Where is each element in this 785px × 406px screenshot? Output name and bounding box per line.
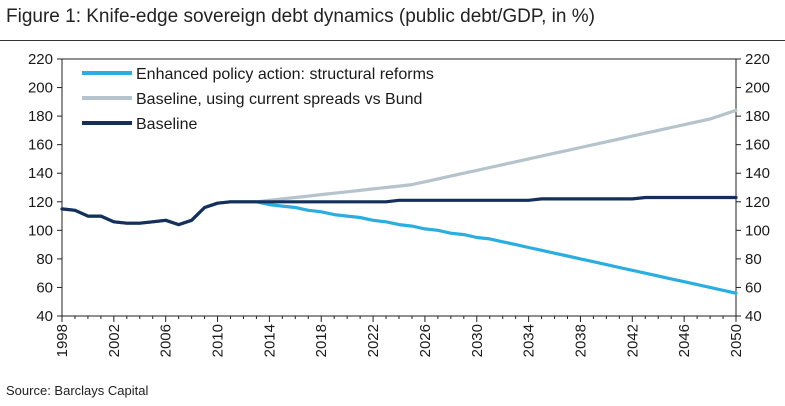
y-tick-label-right-40: 40 xyxy=(745,308,762,325)
y-tick-label-left-180: 180 xyxy=(28,108,53,125)
x-tick-label-2046: 2046 xyxy=(676,324,693,357)
y-tick-label-right-220: 220 xyxy=(745,51,770,68)
title-divider xyxy=(0,40,785,41)
x-tick-label-2014: 2014 xyxy=(261,324,278,357)
x-tick-label-2030: 2030 xyxy=(469,324,486,357)
y-tick-label-left-40: 40 xyxy=(36,308,53,325)
y-tick-label-left-120: 120 xyxy=(28,194,53,211)
x-tick-label-2002: 2002 xyxy=(106,324,123,357)
x-tick-label-2010: 2010 xyxy=(210,324,227,357)
series-line-1 xyxy=(60,200,738,295)
legend-label-1: Enhanced policy action: structural refor… xyxy=(136,66,434,83)
y-tick-label-left-200: 200 xyxy=(28,80,53,97)
y-tick-label-left-160: 160 xyxy=(28,137,53,154)
x-tick-label-2026: 2026 xyxy=(417,324,434,357)
y-tick-label-right-60: 60 xyxy=(745,279,762,296)
x-tick-label-2006: 2006 xyxy=(158,324,175,357)
y-tick-label-right-100: 100 xyxy=(745,222,770,239)
y-tick-label-right-80: 80 xyxy=(745,251,762,268)
y-tick-label-right-180: 180 xyxy=(745,108,770,125)
x-tick-label-2022: 2022 xyxy=(365,324,382,357)
x-tick-label-1998: 1998 xyxy=(54,324,71,357)
legend-label-3: Baseline xyxy=(136,116,197,133)
debt-dynamics-chart: 40 40 60 60 80 80 100 100 120 120 140 140 160 160 180 1… xyxy=(28,51,770,357)
x-tick-label-2050: 2050 xyxy=(728,324,745,357)
y-tick-label-right-160: 160 xyxy=(745,137,770,154)
y-tick-label-left-60: 60 xyxy=(36,279,53,296)
y-tick-label-left-140: 140 xyxy=(28,165,53,182)
x-tick-label-2038: 2038 xyxy=(572,324,589,357)
y-tick-label-left-80: 80 xyxy=(36,251,53,268)
y-tick-label-left-100: 100 xyxy=(28,222,53,239)
y-tick-label-right-140: 140 xyxy=(745,165,770,182)
series-line-3 xyxy=(60,195,738,227)
y-tick-label-left-220: 220 xyxy=(28,51,53,68)
x-tick-label-2018: 2018 xyxy=(313,324,330,357)
x-tick-label-2034: 2034 xyxy=(521,324,538,357)
x-tick-label-2042: 2042 xyxy=(624,324,641,357)
y-tick-label-right-200: 200 xyxy=(745,80,770,97)
legend-label-2: Baseline, using current spreads vs Bund xyxy=(136,91,422,108)
y-tick-label-right-120: 120 xyxy=(745,194,770,211)
source-note: Source: Barclays Capital xyxy=(6,383,149,398)
chart-title: Figure 1: Knife-edge sovereign debt dyna… xyxy=(6,6,595,27)
